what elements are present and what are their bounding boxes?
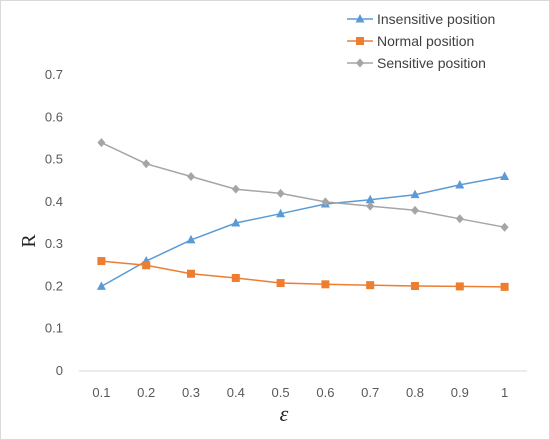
x-tick-label: 0.5: [272, 385, 290, 400]
y-tick-label: 0.6: [45, 109, 63, 124]
y-axis-title: R: [18, 234, 40, 248]
x-tick-label: 0.3: [182, 385, 200, 400]
series-1: [96, 171, 510, 290]
y-tick-label: 0.4: [45, 194, 63, 209]
data-point-marker: [231, 218, 241, 227]
data-point-marker: [410, 189, 420, 199]
data-point-marker: [186, 234, 196, 244]
series-line: [101, 142, 505, 228]
data-point-marker: [276, 208, 286, 218]
data-point-marker: [276, 279, 285, 288]
data-point-marker: [97, 257, 106, 266]
data-point-marker: [366, 281, 375, 290]
y-tick-label: 0.7: [45, 67, 63, 82]
data-point-marker: [142, 159, 151, 169]
x-tick-label: 0.7: [361, 385, 379, 400]
data-point-marker: [411, 282, 419, 291]
data-point-marker: [96, 281, 106, 290]
x-tick-label: 0.6: [316, 385, 334, 400]
series-layer: [96, 138, 510, 291]
data-point-marker: [276, 188, 285, 198]
y-axis-ticks: 0 0.1 0.2 0.3 0.4 0.5 0.6 0.7: [45, 67, 63, 378]
x-tick-label: 0.9: [451, 385, 469, 400]
legend-item: Normal position: [347, 33, 474, 49]
data-point-marker: [187, 171, 195, 181]
data-point-marker: [321, 280, 330, 289]
x-tick-label: 0.8: [406, 385, 424, 400]
series-3: [97, 138, 509, 232]
legend: Insensitive position Normal position Sensi…: [347, 11, 495, 71]
series-2: [97, 257, 509, 291]
y-tick-label: 0.2: [45, 278, 63, 293]
legend-label: Insensitive position: [377, 11, 495, 27]
data-point-marker: [455, 282, 464, 291]
data-point-marker: [455, 214, 464, 224]
data-point-marker: [321, 197, 330, 207]
legend-item: Insensitive position: [347, 11, 495, 27]
legend-marker: [356, 37, 364, 45]
x-tick-label: 0.2: [137, 385, 155, 400]
data-point-marker: [500, 222, 509, 232]
legend-label: Sensitive position: [377, 55, 486, 71]
series-line: [101, 175, 505, 288]
data-point-marker: [231, 184, 240, 194]
data-point-marker: [500, 282, 509, 291]
legend-item: Sensitive position: [347, 55, 486, 71]
data-point-marker: [365, 194, 375, 204]
y-tick-label: 0.5: [45, 152, 63, 167]
x-tick-label: 0.1: [92, 385, 110, 400]
data-point-marker: [366, 201, 375, 211]
legend-marker: [355, 14, 365, 23]
x-tick-label: 0.4: [227, 385, 245, 400]
data-point-marker: [97, 138, 106, 148]
y-tick-label: 0.1: [45, 321, 63, 336]
data-point-marker: [231, 273, 240, 282]
x-tick-label: 1: [501, 385, 508, 400]
series-line: [101, 260, 505, 288]
y-tick-label: 0.3: [45, 236, 63, 251]
x-axis-title: ε: [280, 401, 289, 426]
data-point-marker: [411, 205, 419, 215]
legend-label: Normal position: [377, 33, 474, 49]
legend-marker: [356, 58, 364, 68]
y-tick-label: 0: [56, 363, 63, 378]
data-point-marker: [500, 171, 510, 180]
x-axis-ticks: 0.1 0.2 0.3 0.4 0.5 0.6 0.7 0.8 0.9 1: [92, 385, 508, 400]
data-point-marker: [187, 269, 195, 278]
data-point-marker: [455, 179, 465, 189]
data-point-marker: [142, 261, 151, 270]
